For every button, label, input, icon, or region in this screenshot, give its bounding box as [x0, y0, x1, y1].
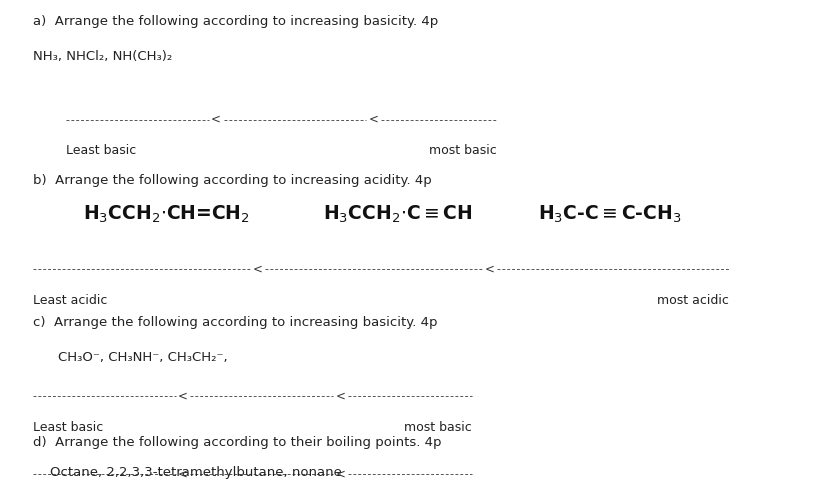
- Text: H$_3$CCH$_2$$\cdot$C$\equiv$CH: H$_3$CCH$_2$$\cdot$C$\equiv$CH: [323, 204, 472, 226]
- Text: <: <: [178, 389, 188, 402]
- Text: H$_3$C-C$\equiv$C-CH$_3$: H$_3$C-C$\equiv$C-CH$_3$: [538, 204, 681, 226]
- Text: <: <: [252, 262, 262, 275]
- Text: <: <: [368, 113, 378, 126]
- Text: most basic: most basic: [428, 144, 496, 157]
- Text: H$_3$CCH$_2$$\cdot$CH=CH$_2$: H$_3$CCH$_2$$\cdot$CH=CH$_2$: [83, 204, 250, 226]
- Text: Least basic: Least basic: [66, 144, 136, 157]
- Text: NH₃, NHCl₂, NH(CH₃)₂: NH₃, NHCl₂, NH(CH₃)₂: [33, 50, 172, 63]
- Text: d)  Arrange the following according to their boiling points. 4p: d) Arrange the following according to th…: [33, 436, 441, 449]
- Text: a)  Arrange the following according to increasing basicity. 4p: a) Arrange the following according to in…: [33, 15, 437, 28]
- Text: most acidic: most acidic: [656, 294, 728, 307]
- Text: Least basic: Least basic: [33, 421, 103, 434]
- Text: <: <: [484, 262, 494, 275]
- Text: c)  Arrange the following according to increasing basicity. 4p: c) Arrange the following according to in…: [33, 316, 437, 329]
- Text: most basic: most basic: [404, 421, 471, 434]
- Text: Least acidic: Least acidic: [33, 294, 108, 307]
- Text: <: <: [335, 468, 345, 481]
- Text: b)  Arrange the following according to increasing acidity. 4p: b) Arrange the following according to in…: [33, 174, 432, 187]
- Text: <: <: [178, 468, 188, 481]
- Text: <: <: [211, 113, 221, 126]
- Text: <: <: [335, 389, 345, 402]
- Text: CH₃O⁻, CH₃NH⁻, CH₃CH₂⁻,: CH₃O⁻, CH₃NH⁻, CH₃CH₂⁻,: [58, 351, 227, 364]
- Text: Octane, 2,2,3,3-tetramethylbutane, nonane: Octane, 2,2,3,3-tetramethylbutane, nonan…: [50, 466, 342, 479]
